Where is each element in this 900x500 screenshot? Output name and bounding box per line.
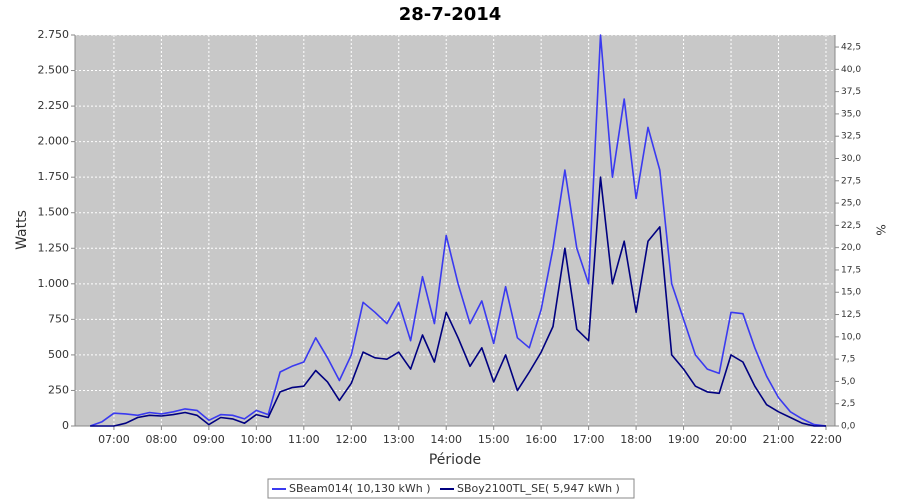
y-tick-label: 1.250 xyxy=(38,241,70,254)
x-tick-label: 18:00 xyxy=(620,433,652,446)
y2-tick-label: 12,5 xyxy=(841,310,861,320)
y-tick-label: 500 xyxy=(48,348,69,361)
x-tick-label: 21:00 xyxy=(763,433,795,446)
y2-tick-label: 27,5 xyxy=(841,176,861,186)
y2-tick-label: 32,5 xyxy=(841,132,861,142)
y2-tick-label: 17,5 xyxy=(841,265,861,275)
x-tick-label: 15:00 xyxy=(478,433,510,446)
y-tick-label: 2.000 xyxy=(38,135,70,148)
y2-tick-label: 30,0 xyxy=(841,154,861,164)
x-tick-label: 11:00 xyxy=(288,433,320,446)
x-tick-label: 16:00 xyxy=(525,433,557,446)
y2-tick-label: 35,0 xyxy=(841,109,861,119)
x-tick-label: 10:00 xyxy=(240,433,272,446)
y2-tick-label: 2,5 xyxy=(841,399,855,409)
legend-label: SBoy2100TL_SE( 5,947 kWh ) xyxy=(457,482,620,495)
y-tick-label: 750 xyxy=(48,312,69,325)
y2-tick-label: 10,0 xyxy=(841,332,861,342)
x-tick-label: 07:00 xyxy=(98,433,130,446)
y-axis-label: Watts xyxy=(14,210,30,250)
y2-tick-label: 15,0 xyxy=(841,288,861,298)
x-axis-label: Période xyxy=(429,452,481,468)
y-tick-label: 2.750 xyxy=(38,28,70,41)
y-tick-label: 0 xyxy=(62,419,69,432)
y-tick-label: 1.750 xyxy=(38,170,70,183)
y-tick-label: 2.250 xyxy=(38,99,70,112)
y2-tick-label: 37,5 xyxy=(841,87,861,97)
y2-tick-label: 40,0 xyxy=(841,65,861,75)
plot-area xyxy=(75,35,835,426)
y2-tick-label: 0,0 xyxy=(841,422,856,432)
y-tick-label: 250 xyxy=(48,383,69,396)
y2-tick-label: 22,5 xyxy=(841,221,861,231)
x-tick-label: 13:00 xyxy=(383,433,415,446)
x-tick-label: 08:00 xyxy=(146,433,178,446)
y2-axis-label: % xyxy=(874,224,888,235)
y-tick-label: 1.500 xyxy=(38,206,70,219)
y2-tick-label: 20,0 xyxy=(841,243,861,253)
chart-title: 28-7-2014 xyxy=(399,4,502,25)
legend-label: SBeam014( 10,130 kWh ) xyxy=(289,482,431,495)
x-tick-label: 09:00 xyxy=(193,433,225,446)
x-tick-label: 20:00 xyxy=(715,433,747,446)
series-line xyxy=(89,34,827,427)
x-tick-label: 17:00 xyxy=(573,433,605,446)
y-tick-label: 1.000 xyxy=(38,277,70,290)
x-tick-label: 19:00 xyxy=(668,433,700,446)
y2-tick-label: 7,5 xyxy=(841,355,855,365)
series-line xyxy=(90,176,826,427)
x-tick-label: 12:00 xyxy=(335,433,367,446)
y2-tick-label: 42,5 xyxy=(841,43,861,53)
y-tick-label: 2.500 xyxy=(38,64,70,77)
x-tick-label: 22:00 xyxy=(810,433,842,446)
y2-tick-label: 25,0 xyxy=(841,199,861,209)
x-tick-label: 14:00 xyxy=(430,433,462,446)
y2-tick-label: 5,0 xyxy=(841,377,856,387)
